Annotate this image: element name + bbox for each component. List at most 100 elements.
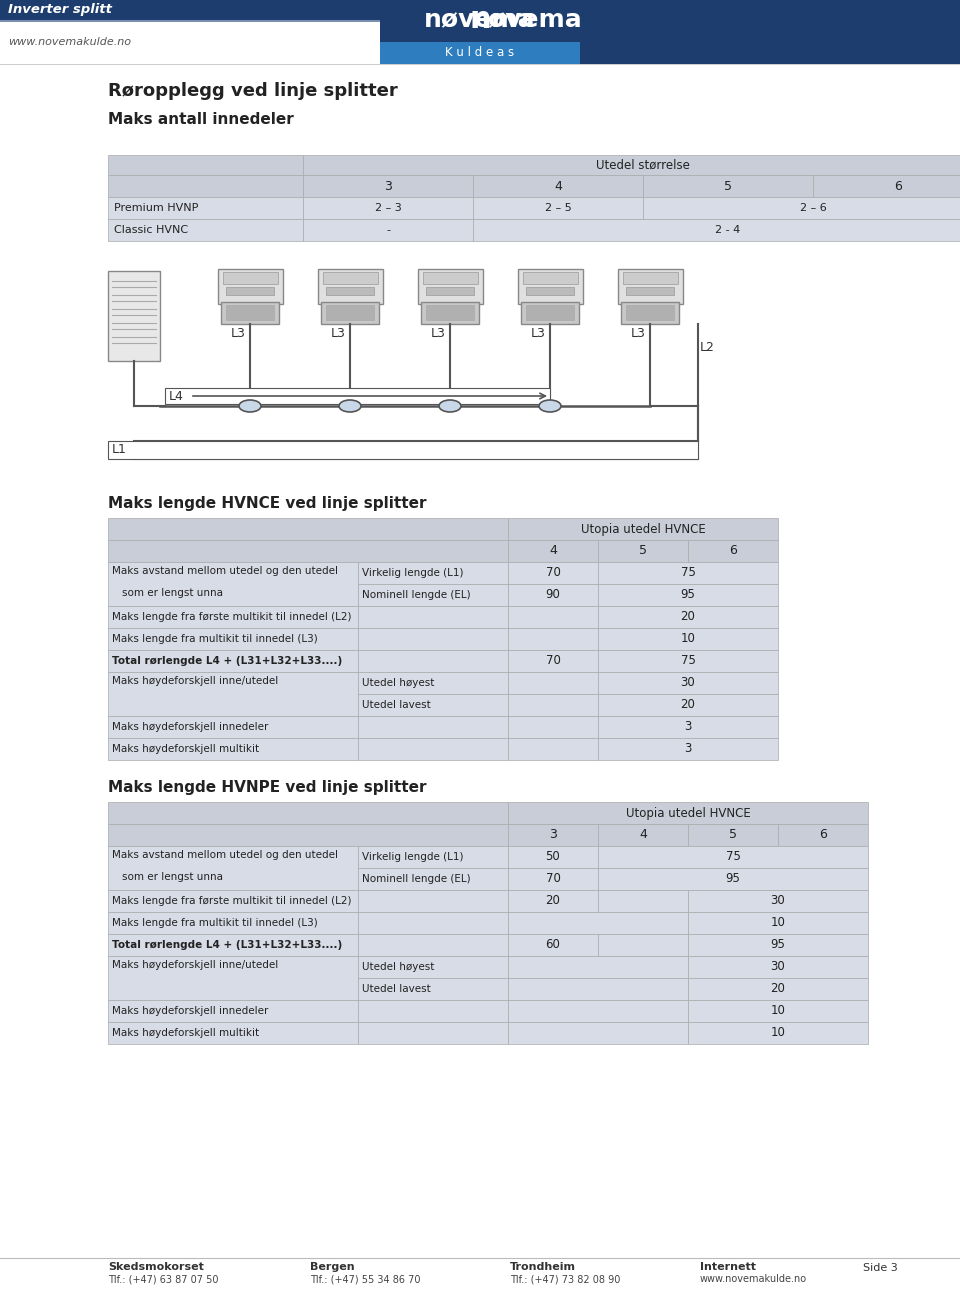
Bar <box>223 272 278 284</box>
Bar <box>303 219 473 241</box>
Text: Inverter splitt: Inverter splitt <box>8 4 112 17</box>
Bar <box>226 288 274 295</box>
Bar <box>358 934 508 956</box>
Bar <box>0 251 960 487</box>
Bar <box>380 20 580 22</box>
Bar <box>108 824 508 846</box>
Text: 5: 5 <box>729 829 737 842</box>
Bar <box>598 934 688 956</box>
Bar <box>580 22 960 64</box>
Bar <box>688 934 868 956</box>
Bar <box>318 269 383 304</box>
Text: 10: 10 <box>681 632 695 645</box>
Text: som er lengst unna: som er lengst unna <box>122 872 223 882</box>
Bar <box>423 272 478 284</box>
Text: 30: 30 <box>681 677 695 690</box>
Bar <box>508 801 868 824</box>
Text: 60: 60 <box>545 938 561 951</box>
Text: 10: 10 <box>771 1004 785 1017</box>
Bar <box>598 738 778 760</box>
Bar <box>508 956 688 978</box>
Bar <box>508 540 598 562</box>
Bar <box>598 606 778 628</box>
Text: Utedel lavest: Utedel lavest <box>362 984 431 994</box>
Bar <box>473 196 643 219</box>
Bar <box>108 738 358 760</box>
Bar <box>358 650 508 673</box>
Bar <box>326 304 374 320</box>
Bar <box>508 846 598 868</box>
Bar <box>358 868 508 890</box>
Bar <box>418 269 483 304</box>
Text: 3: 3 <box>384 180 392 193</box>
Bar <box>358 1000 508 1023</box>
Text: 2 – 3: 2 – 3 <box>374 203 401 213</box>
Bar <box>598 584 778 606</box>
Bar <box>108 271 160 360</box>
Text: 4: 4 <box>554 180 562 193</box>
Text: Maks høydeforskjell innedeler: Maks høydeforskjell innedeler <box>112 1006 269 1016</box>
Text: Maks lengde HVNPE ved linje splitter: Maks lengde HVNPE ved linje splitter <box>108 781 426 795</box>
Text: 90: 90 <box>545 588 561 601</box>
Text: 6: 6 <box>729 545 737 558</box>
Text: Bergen: Bergen <box>310 1262 354 1272</box>
Ellipse shape <box>239 399 261 412</box>
Bar <box>380 22 580 64</box>
Text: 3: 3 <box>684 743 692 756</box>
Bar <box>426 304 474 320</box>
Text: 95: 95 <box>681 588 695 601</box>
Bar <box>0 22 380 64</box>
Bar <box>380 1 580 42</box>
Bar <box>618 269 683 304</box>
Text: L3: L3 <box>330 327 346 340</box>
Bar <box>598 824 688 846</box>
Bar <box>108 196 303 219</box>
Text: Maks lengde fra første multikit til innedel (L2): Maks lengde fra første multikit til inne… <box>112 611 351 622</box>
Text: 30: 30 <box>771 895 785 908</box>
Text: 95: 95 <box>726 873 740 886</box>
Text: 3: 3 <box>549 829 557 842</box>
Text: som er lengst unna: som er lengst unna <box>122 588 223 598</box>
Bar <box>688 1023 868 1043</box>
Text: Utedel størrelse: Utedel størrelse <box>596 159 690 172</box>
Text: 70: 70 <box>545 654 561 667</box>
Text: L3: L3 <box>431 327 445 340</box>
Bar <box>108 912 358 934</box>
Bar <box>508 978 688 1000</box>
Bar <box>108 801 508 824</box>
Bar <box>380 42 580 64</box>
Bar <box>358 584 508 606</box>
Bar <box>303 176 473 196</box>
Bar <box>358 606 508 628</box>
Text: Maks høydeforskjell innedeler: Maks høydeforskjell innedeler <box>112 722 269 732</box>
Bar <box>598 650 778 673</box>
Bar <box>643 196 960 219</box>
Bar <box>621 302 679 324</box>
Text: Maks avstand mellom utedel og den utedel: Maks avstand mellom utedel og den utedel <box>112 850 338 860</box>
Text: Utopia utedel HVNCE: Utopia utedel HVNCE <box>581 523 706 536</box>
Text: Tlf.: (+47) 55 34 86 70: Tlf.: (+47) 55 34 86 70 <box>310 1274 420 1284</box>
Text: Virkelig lengde (L1): Virkelig lengde (L1) <box>362 569 464 578</box>
Text: n: n <box>469 5 491 34</box>
Text: 6: 6 <box>894 180 902 193</box>
Bar <box>508 738 598 760</box>
Text: 4: 4 <box>639 829 647 842</box>
Bar <box>221 302 279 324</box>
Text: 70: 70 <box>545 873 561 886</box>
Text: 70: 70 <box>545 566 561 579</box>
Bar <box>473 219 960 241</box>
Bar <box>108 956 358 1000</box>
Bar <box>358 846 508 868</box>
Text: Utedel høyest: Utedel høyest <box>362 961 434 972</box>
Text: Maks høydeforskjell multikit: Maks høydeforskjell multikit <box>112 1028 259 1038</box>
Bar <box>508 934 598 956</box>
Text: 2 - 4: 2 - 4 <box>715 225 740 235</box>
Bar <box>326 288 374 295</box>
Text: L4: L4 <box>169 390 184 403</box>
Bar <box>108 673 358 716</box>
Bar <box>508 716 598 738</box>
Bar <box>108 518 508 540</box>
Text: 4: 4 <box>549 545 557 558</box>
Bar <box>626 304 674 320</box>
Bar <box>358 673 508 693</box>
